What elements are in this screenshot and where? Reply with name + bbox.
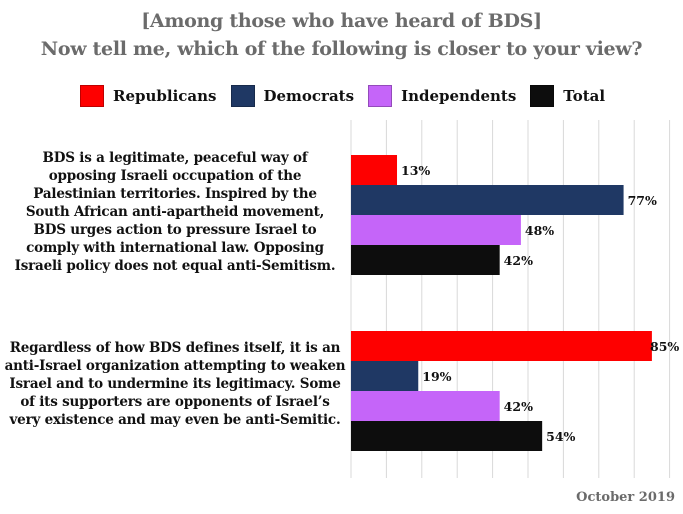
data-label-democrats-cat0: 77% — [628, 193, 657, 208]
bar-republicans-cat1 — [351, 331, 652, 361]
survey-date: October 2019 — [576, 490, 675, 505]
chart-title-line-2: Now tell me, which of the following is c… — [40, 38, 643, 60]
data-label-independents-cat0: 48% — [525, 223, 554, 238]
legend: Republicans Democrats Independents Total — [80, 85, 619, 107]
bar-independents-cat0 — [351, 215, 521, 245]
legend-label-democrats: Democrats — [263, 87, 355, 105]
legend-swatch-democrats — [230, 85, 255, 107]
bar-republicans-cat0 — [351, 155, 398, 185]
data-label-democrats-cat1: 19% — [422, 369, 451, 384]
legend-item-democrats: Democrats — [230, 85, 355, 107]
bar-total-cat1 — [351, 421, 543, 451]
bar-total-cat0 — [351, 245, 500, 275]
bar-independents-cat1 — [351, 391, 500, 421]
legend-label-republicans: Republicans — [113, 87, 217, 105]
category-label-legitimate: BDS is a legitimate, peaceful way of opp… — [14, 150, 336, 274]
data-label-independents-cat1: 42% — [504, 399, 533, 414]
data-label-republicans-cat0: 13% — [401, 163, 430, 178]
legend-label-total: Total — [563, 87, 606, 105]
data-label-republicans-cat1: 85% — [650, 339, 679, 354]
legend-swatch-independents — [368, 85, 393, 107]
data-label-total-cat0: 42% — [504, 253, 533, 268]
legend-item-republicans: Republicans — [80, 85, 217, 107]
legend-swatch-republicans — [80, 85, 104, 107]
data-label-total-cat1: 54% — [546, 429, 575, 444]
legend-swatch-total — [530, 85, 555, 107]
legend-label-independents: Independents — [401, 87, 517, 105]
category-label-anti-israel: Regardless of how BDS defines itself, it… — [4, 340, 346, 428]
legend-item-total: Total — [530, 85, 605, 107]
legend-item-independents: Independents — [368, 85, 516, 107]
bar-democrats-cat0 — [351, 185, 624, 215]
bar-democrats-cat1 — [351, 361, 419, 391]
chart-title-line-1: [Among those who have heard of BDS] — [141, 10, 542, 32]
